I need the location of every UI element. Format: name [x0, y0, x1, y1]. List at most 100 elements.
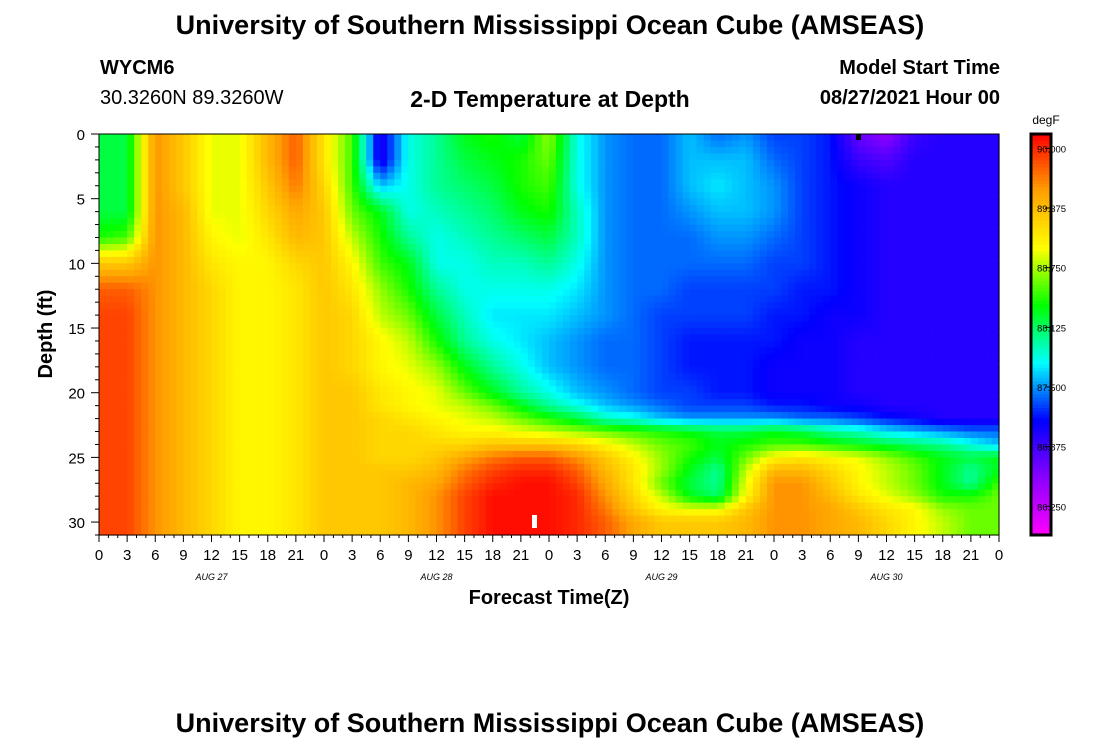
heatmap-cell [331, 379, 339, 387]
heatmap-cell [858, 172, 867, 180]
heatmap-cell [900, 224, 909, 232]
heatmap-cell [577, 328, 585, 336]
heatmap-cell [858, 347, 867, 355]
heatmap-cell [914, 379, 923, 387]
heatmap-cell [865, 179, 874, 187]
heatmap-cell [738, 243, 747, 252]
heatmap-cell [373, 140, 381, 148]
heatmap-cell [781, 334, 789, 342]
heatmap-cell [661, 379, 670, 387]
heatmap-cell [935, 366, 944, 374]
heatmap-cell [345, 205, 353, 213]
heatmap-cell [471, 218, 480, 226]
heatmap-cell [534, 153, 543, 161]
heatmap-cell [260, 185, 269, 193]
heatmap-cell [176, 308, 184, 316]
heatmap-cell [991, 379, 1000, 387]
heatmap-cell [429, 353, 438, 361]
heatmap-cell [506, 243, 515, 252]
heatmap-cell [527, 295, 536, 303]
heatmap-cell [436, 218, 445, 226]
heatmap-cell [155, 295, 163, 303]
heatmap-cell [830, 256, 838, 264]
heatmap-cell [984, 263, 993, 271]
heatmap-cell [577, 263, 585, 271]
heatmap-cell [661, 360, 670, 368]
heatmap-cell [710, 250, 719, 258]
heatmap-cell [865, 328, 874, 336]
heatmap-cell [134, 159, 142, 167]
heatmap-cell [802, 198, 810, 206]
heatmap-cell [703, 179, 712, 187]
heatmap-cell [886, 218, 895, 226]
heatmap-cell [619, 159, 627, 167]
heatmap-cell [457, 146, 466, 155]
heatmap-cell [556, 282, 564, 290]
heatmap-cell [141, 159, 149, 167]
heatmap-cell [781, 282, 789, 290]
heatmap-cell [738, 315, 747, 323]
heatmap-cell [563, 250, 571, 258]
heatmap-cell [352, 315, 360, 323]
heatmap-cell [148, 140, 156, 148]
heatmap-cell [942, 211, 951, 219]
heatmap-cell [935, 373, 944, 381]
heatmap-cell [928, 192, 937, 200]
heatmap-cell [689, 179, 698, 187]
heatmap-cell [823, 282, 831, 290]
heatmap-cell [598, 295, 606, 303]
heatmap-cell [415, 340, 424, 349]
heatmap-cell [527, 140, 536, 148]
heatmap-cell [752, 198, 761, 206]
heatmap-cell [260, 134, 269, 142]
heatmap-cell [752, 353, 761, 361]
heatmap-cell [823, 328, 831, 336]
heatmap-cell [661, 179, 670, 187]
heatmap-cell [837, 366, 845, 374]
heatmap-cell [816, 250, 824, 258]
heatmap-cell [485, 379, 494, 387]
heatmap-cell [851, 340, 859, 349]
heatmap-cell [710, 295, 719, 303]
heatmap-cell [359, 134, 367, 142]
heatmap-cell [366, 159, 374, 167]
heatmap-cell [633, 360, 642, 368]
heatmap-cell [527, 328, 536, 336]
heatmap-cell [141, 172, 149, 180]
heatmap-cell [717, 308, 726, 316]
heatmap-cell [893, 276, 902, 284]
heatmap-cell [759, 366, 768, 374]
heatmap-cell [886, 269, 895, 277]
heatmap-cell [499, 179, 508, 187]
heatmap-cell [921, 224, 930, 232]
heatmap-cell [788, 347, 796, 355]
heatmap-cell [886, 334, 895, 342]
heatmap-cell [436, 140, 445, 148]
heatmap-cell [401, 263, 409, 271]
heatmap-cell [513, 205, 522, 213]
heatmap-cell [781, 360, 789, 368]
heatmap-cell [977, 289, 986, 297]
heatmap-cell [309, 366, 318, 374]
heatmap-cell [176, 302, 184, 310]
heatmap-cell [738, 250, 747, 258]
heatmap-cell [570, 179, 578, 187]
heatmap-cell [563, 353, 571, 361]
heatmap-cell [738, 334, 747, 342]
heatmap-cell [752, 185, 761, 193]
heatmap-cell [605, 256, 613, 264]
heatmap-cell [204, 373, 213, 381]
heatmap-cell [288, 295, 297, 303]
heatmap-cell [373, 256, 381, 264]
heatmap-cell [527, 308, 536, 316]
heatmap-cell [766, 308, 775, 316]
heatmap-cell [401, 276, 409, 284]
heatmap-cell [977, 153, 986, 161]
heatmap-cell [837, 334, 845, 342]
heatmap-cell [281, 360, 290, 368]
heatmap-cell [331, 211, 339, 219]
heatmap-cell [169, 256, 177, 264]
heatmap-cell [907, 185, 916, 193]
heatmap-cell [738, 198, 747, 206]
heatmap-cell [232, 334, 241, 342]
